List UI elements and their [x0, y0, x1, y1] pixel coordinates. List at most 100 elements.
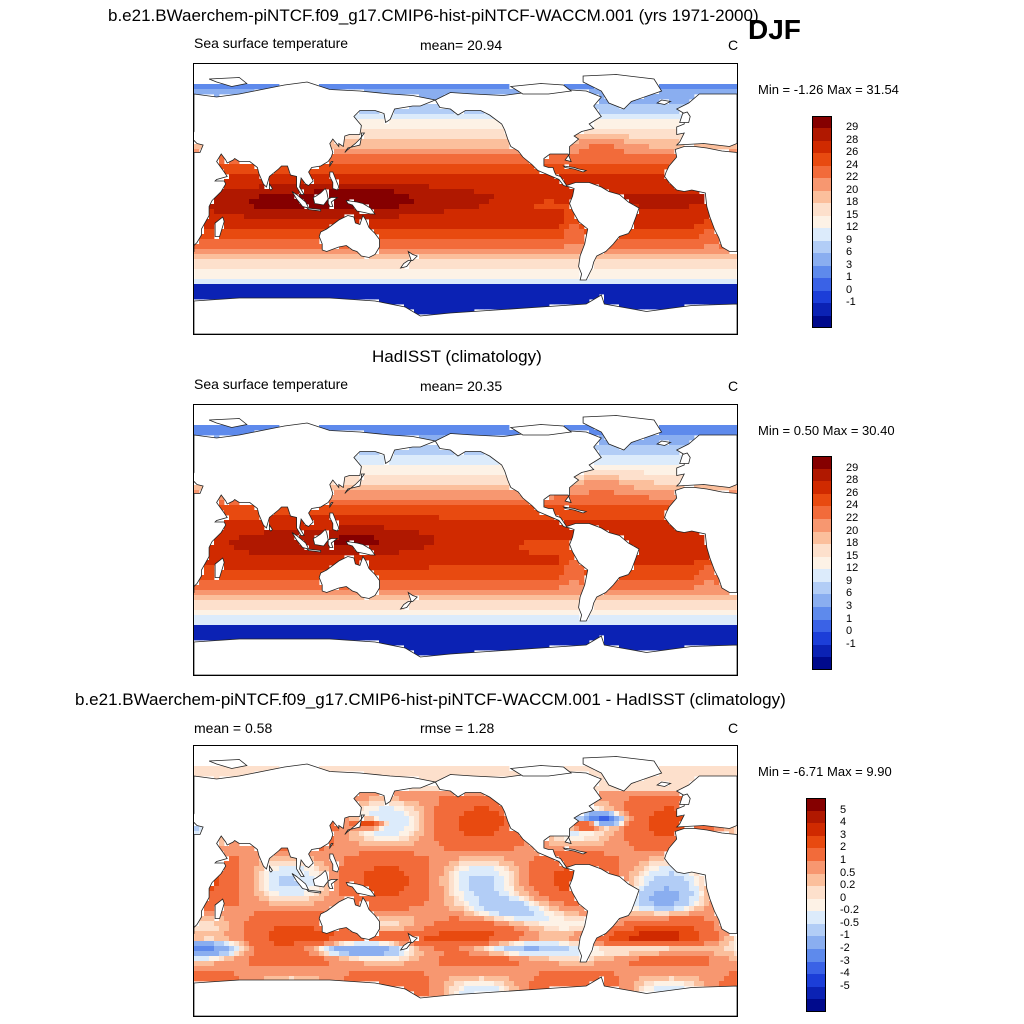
sst-cell	[589, 495, 595, 501]
sst-cell	[339, 209, 345, 215]
sst-cell	[679, 239, 685, 245]
sst-cell	[419, 189, 425, 195]
sst-cell	[709, 485, 715, 491]
sst-cell	[434, 234, 440, 240]
sst-cell	[369, 465, 375, 471]
sst-cell	[564, 199, 570, 205]
sst-cell	[534, 515, 540, 521]
sst-cell	[429, 490, 435, 496]
sst-cell	[679, 209, 685, 215]
sst-cell	[404, 184, 410, 190]
sst-cell	[424, 154, 430, 160]
sst-cell	[309, 219, 315, 225]
sst-cell	[234, 194, 240, 200]
sst-cell	[354, 520, 360, 526]
sst-cell	[389, 204, 395, 210]
sst-cell	[449, 269, 455, 275]
sst-cell	[274, 510, 280, 516]
sst-cell	[314, 530, 320, 536]
sst-cell	[364, 84, 370, 90]
sst-cell	[434, 199, 440, 205]
sst-cell	[659, 154, 665, 160]
sst-cell	[484, 299, 490, 305]
sst-cell	[654, 299, 660, 305]
sst-cell	[644, 124, 650, 130]
sst-cell	[644, 535, 650, 541]
sst-cell	[314, 174, 320, 180]
sst-cell	[314, 169, 320, 175]
sst-cell	[499, 269, 505, 275]
sst-cell	[344, 149, 350, 155]
sst-cell	[649, 249, 655, 255]
sst-cell	[504, 545, 510, 551]
sst-cell	[484, 244, 490, 250]
sst-cell	[449, 124, 455, 130]
sst-cell	[539, 264, 545, 270]
sst-cell	[479, 124, 485, 130]
sst-cell	[619, 505, 625, 511]
sst-cell	[389, 470, 395, 476]
sst-cell	[399, 475, 405, 481]
sst-cell	[294, 224, 300, 230]
sst-cell	[259, 234, 265, 240]
sst-cell	[439, 249, 445, 255]
sst-cell	[404, 164, 410, 170]
sst-cell	[494, 264, 500, 270]
sst-cell	[499, 535, 505, 541]
sst-cell	[369, 124, 375, 130]
sst-cell	[554, 204, 560, 210]
sst-cell	[649, 149, 655, 155]
sst-cell	[494, 159, 500, 165]
sst-cell	[539, 535, 545, 541]
sst-cell	[494, 179, 500, 185]
sst-cell	[494, 430, 500, 436]
sst-cell	[429, 109, 435, 115]
sst-cell	[439, 495, 445, 501]
sst-cell	[629, 199, 635, 205]
sst-cell	[324, 199, 330, 205]
sst-cell	[644, 440, 650, 446]
sst-cell	[479, 139, 485, 145]
sst-cell	[684, 249, 690, 255]
sst-cell	[334, 214, 340, 220]
sst-cell	[489, 545, 495, 551]
sst-cell	[349, 490, 355, 496]
sst-cell	[489, 269, 495, 275]
sst-cell	[514, 224, 520, 230]
sst-cell	[524, 249, 530, 255]
sst-cell	[274, 274, 280, 280]
sst-cell	[639, 214, 645, 220]
sst-cell	[409, 134, 415, 140]
sst-cell	[309, 214, 315, 220]
sst-cell	[519, 224, 525, 230]
sst-cell	[309, 169, 315, 175]
sst-cell	[474, 465, 480, 471]
sst-cell	[664, 269, 670, 275]
sst-cell	[194, 284, 200, 290]
sst-cell	[659, 269, 665, 275]
sst-cell	[349, 535, 355, 541]
sst-cell	[544, 214, 550, 220]
sst-cell	[414, 129, 420, 135]
sst-cell	[374, 480, 380, 486]
sst-cell	[564, 294, 570, 300]
sst-cell	[669, 134, 675, 140]
sst-cell	[259, 259, 265, 265]
sst-cell	[614, 119, 620, 125]
sst-cell	[539, 199, 545, 205]
sst-cell	[229, 229, 235, 235]
sst-cell	[394, 294, 400, 300]
sst-cell	[444, 89, 450, 95]
sst-cell	[329, 505, 335, 511]
sst-cell	[314, 234, 320, 240]
sst-cell	[519, 284, 525, 290]
sst-cell	[349, 500, 355, 506]
sst-cell	[194, 144, 200, 150]
sst-cell	[489, 515, 495, 521]
sst-cell	[284, 545, 290, 551]
sst-cell	[259, 189, 265, 195]
sst-cell	[669, 445, 675, 451]
sst-cell	[294, 234, 300, 240]
sst-cell	[434, 299, 440, 305]
sst-cell	[364, 525, 370, 531]
